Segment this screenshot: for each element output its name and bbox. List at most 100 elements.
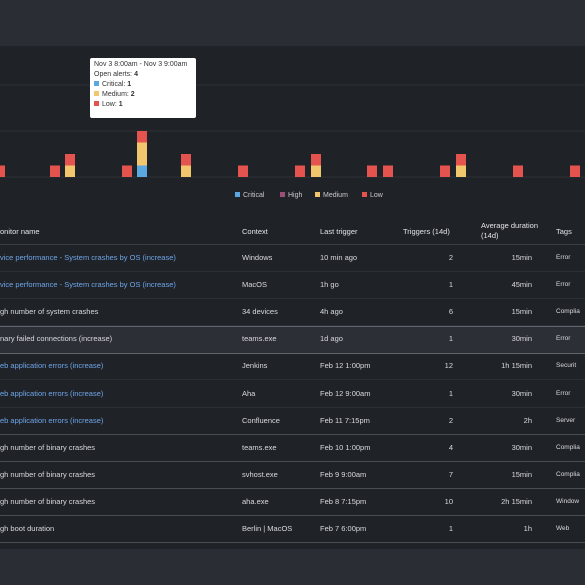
legend-label: Medium bbox=[323, 192, 348, 199]
tooltip-text: 2 bbox=[130, 91, 135, 98]
table-cell: 15min bbox=[511, 307, 532, 317]
table-cell: Web bbox=[556, 525, 570, 532]
table-cell: 1 bbox=[448, 524, 453, 533]
row-rule bbox=[0, 325, 585, 327]
table-cell: 1 bbox=[448, 388, 453, 398]
chart: Critical High Medium Low bbox=[0, 84, 585, 199]
table-cell: Aha bbox=[242, 388, 256, 398]
bar-segment bbox=[181, 165, 191, 177]
legend-swatch bbox=[315, 192, 320, 197]
table-cell: 1 bbox=[448, 334, 453, 344]
table-cell: 1 bbox=[448, 280, 453, 290]
table-cell: 30min bbox=[511, 388, 532, 398]
monitor-name[interactable]: eb application errors (increase) bbox=[0, 388, 104, 398]
table-cell: 30min bbox=[511, 334, 532, 344]
table-cell: 1h bbox=[523, 524, 532, 533]
row-rule bbox=[0, 433, 585, 435]
bar-segment bbox=[311, 154, 321, 166]
table-cell: 6 bbox=[448, 307, 453, 317]
column-header: Triggers (14d) bbox=[403, 227, 450, 236]
legend-label: High bbox=[288, 192, 303, 199]
table-cell: 15min bbox=[511, 469, 532, 479]
table-cell: 12 bbox=[444, 361, 453, 371]
table-cell: 2h 15min bbox=[501, 496, 532, 506]
column-header: onitor name bbox=[0, 227, 40, 236]
bar-segment bbox=[295, 165, 305, 177]
legend-swatch bbox=[362, 192, 367, 197]
table-cell: Feb 7 6:00pm bbox=[320, 524, 367, 533]
monitor-name: gh number of system crashes bbox=[0, 307, 99, 317]
bar-segment bbox=[238, 165, 248, 177]
table-cell: Complia bbox=[556, 470, 580, 478]
bar-segment bbox=[456, 154, 466, 166]
legend-label: Low bbox=[370, 192, 384, 199]
monitor-name[interactable]: vice performance - System crashes by OS … bbox=[0, 280, 176, 290]
table-cell: Error bbox=[556, 335, 571, 343]
table-cell: Feb 8 7:15pm bbox=[320, 496, 367, 506]
table-cell: Complia bbox=[556, 308, 580, 316]
table-cell: 34 devices bbox=[242, 307, 278, 317]
column-header: Context bbox=[242, 227, 268, 236]
monitor-name: gh number of binary crashes bbox=[0, 469, 96, 479]
tooltip-text: 1 bbox=[127, 81, 132, 88]
table-cell: 2 bbox=[448, 253, 453, 262]
table-cell: teams.exe bbox=[242, 442, 277, 452]
table-cell: aha.exe bbox=[242, 496, 269, 506]
column-header: Tags bbox=[556, 227, 572, 236]
table-cell: Windows bbox=[242, 253, 273, 262]
bar-segment bbox=[440, 165, 450, 177]
column-header: Last trigger bbox=[320, 227, 358, 236]
bar-segment bbox=[383, 165, 393, 177]
table-cell: Feb 12 9:00am bbox=[320, 388, 371, 398]
legend-swatch bbox=[235, 192, 240, 197]
bar-segment bbox=[50, 165, 60, 177]
bar-segment bbox=[137, 131, 147, 143]
table-cell: Jenkins bbox=[242, 361, 268, 371]
monitor-name[interactable]: eb application errors (increase) bbox=[0, 415, 104, 425]
bar-segment bbox=[0, 165, 5, 177]
table-cell: Feb 10 1:00pm bbox=[320, 442, 371, 452]
tooltip-swatch bbox=[94, 101, 99, 106]
bar-segment bbox=[122, 165, 132, 177]
row-rule bbox=[0, 271, 585, 272]
legend-swatch bbox=[280, 192, 285, 197]
tooltip-row: Low: 1 bbox=[94, 100, 192, 110]
row-rule bbox=[0, 406, 585, 408]
tooltip-row: Critical: 1 bbox=[94, 80, 192, 90]
row-rule bbox=[0, 542, 585, 543]
table-cell: MacOS bbox=[242, 280, 268, 290]
table-cell: Feb 11 7:15pm bbox=[320, 415, 370, 425]
table-cell: 4h ago bbox=[320, 307, 343, 317]
table-cell: Error bbox=[556, 389, 571, 397]
table-cell: 10 min ago bbox=[320, 253, 358, 262]
table-cell: 10 bbox=[444, 496, 453, 506]
monitor-name[interactable]: eb application errors (increase) bbox=[0, 361, 104, 371]
header-rule bbox=[0, 244, 585, 245]
bar-segment bbox=[137, 165, 147, 177]
tooltip-text: Medium: bbox=[102, 91, 129, 98]
table-cell: 2h bbox=[523, 415, 532, 425]
monitor-name: nary failed connections (increase) bbox=[0, 334, 113, 344]
legend-label: Critical bbox=[243, 192, 265, 199]
monitor-name: gh number of binary crashes bbox=[0, 496, 96, 506]
monitor-name[interactable]: vice performance - System crashes by OS … bbox=[0, 253, 176, 262]
row-rule bbox=[0, 487, 585, 489]
table-cell: Server bbox=[556, 416, 576, 424]
tooltip: Nov 3 8:00am - Nov 3 9:00am Open alerts:… bbox=[90, 58, 196, 118]
tooltip-title: Nov 3 8:00am - Nov 3 9:00am bbox=[94, 61, 188, 68]
table-cell: 2 bbox=[448, 415, 453, 425]
tooltip-text: Critical: bbox=[102, 81, 126, 88]
bar-segment bbox=[65, 154, 75, 166]
table-cell: Feb 12 1:00pm bbox=[320, 361, 371, 371]
tooltip-value: 4 bbox=[134, 71, 138, 78]
table-cell: teams.exe bbox=[242, 334, 277, 344]
column-header: Average duration (14d) bbox=[481, 221, 538, 240]
bar-segment bbox=[137, 142, 147, 166]
tooltip-row: Medium: 2 bbox=[94, 90, 192, 100]
table-cell: 1h 15min bbox=[501, 361, 532, 371]
tooltip-swatch bbox=[94, 81, 99, 86]
row-rule bbox=[0, 514, 585, 516]
table-cell: Complia bbox=[556, 443, 580, 451]
table-cell: Feb 9 9:00am bbox=[320, 469, 367, 479]
tooltip-label: Open alerts: bbox=[94, 71, 133, 78]
